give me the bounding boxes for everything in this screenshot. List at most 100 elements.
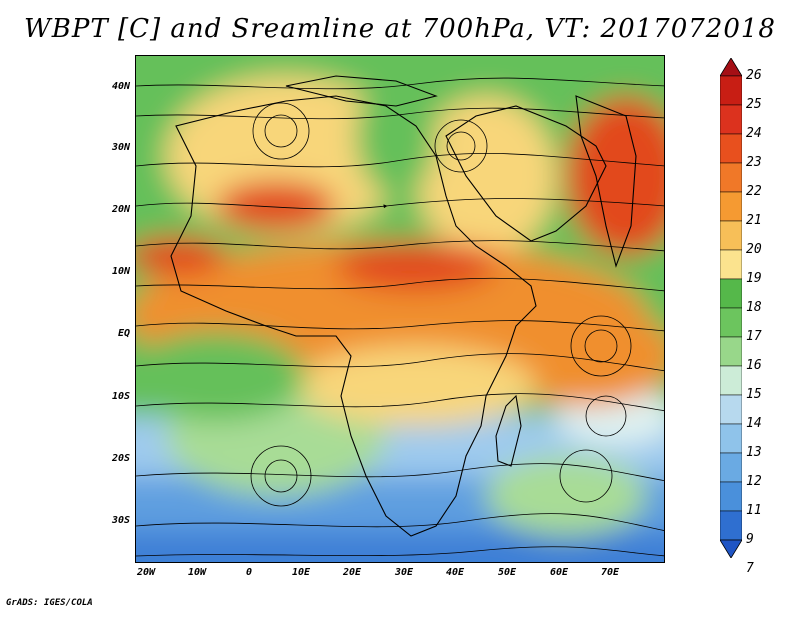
streamline xyxy=(136,77,664,90)
wbpt-shading xyxy=(136,56,664,562)
lon-label-10e: 10E xyxy=(291,567,311,578)
lat-label-eq: EQ xyxy=(117,328,130,339)
colorbar-segment xyxy=(720,481,742,512)
colorbar-label: 23 xyxy=(746,155,762,170)
map-panel xyxy=(135,55,665,563)
shade-sahel-hot xyxy=(336,241,496,291)
colorbar-label: 24 xyxy=(746,126,762,141)
vortex-southatlantic xyxy=(250,445,312,507)
streamline xyxy=(136,353,664,372)
streamline xyxy=(136,393,664,412)
colorbar-label: 22 xyxy=(746,184,762,199)
shade-gulf-green xyxy=(136,331,306,421)
colorbar-label: 15 xyxy=(746,387,762,402)
lon-label-0: 0 xyxy=(245,567,253,578)
vortex-southindian xyxy=(559,449,613,503)
vortex-io xyxy=(570,315,632,377)
lon-label-20w: 20W xyxy=(136,567,156,578)
colorbar-segment xyxy=(720,394,742,425)
colorbar-bottom-arrow xyxy=(720,539,742,558)
shade-westafrica-hot xyxy=(216,181,336,231)
arabia-coast xyxy=(445,105,607,242)
colorbar-label: 20 xyxy=(746,242,762,257)
colorbar-segment xyxy=(720,249,742,280)
streamline xyxy=(136,320,664,332)
africa-coast xyxy=(170,95,537,537)
lat-label-20n: 20N xyxy=(111,204,130,215)
lat-label-30n: 30N xyxy=(111,142,130,153)
streamline xyxy=(136,277,664,292)
colorbar-label: 13 xyxy=(746,445,762,460)
colorbar-segment xyxy=(720,162,742,193)
lon-label-30e: 30E xyxy=(394,567,414,578)
lat-label-30s: 30S xyxy=(111,515,130,526)
vortex-mascarene xyxy=(585,395,627,437)
streamline xyxy=(136,463,664,482)
shade-congo-yellow xyxy=(296,346,536,426)
colorbar-segment xyxy=(720,452,742,483)
india-coast xyxy=(575,95,637,268)
colorbar-label: 12 xyxy=(746,474,762,489)
colorbar-segment xyxy=(720,133,742,164)
colorbar-segment xyxy=(720,278,742,309)
lon-label-40e: 40E xyxy=(445,567,465,578)
lon-label-20e: 20E xyxy=(342,567,362,578)
coastlines xyxy=(170,75,637,537)
colorbar-segment xyxy=(720,423,742,454)
shade-coast-hot xyxy=(136,236,226,276)
credit-label: GrADS: IGES/COLA xyxy=(6,598,93,608)
lat-label-10n: 10N xyxy=(111,266,130,277)
lon-label-60e: 60E xyxy=(549,567,569,578)
colorbar-segment xyxy=(720,365,742,396)
madagascar-coast xyxy=(495,394,522,467)
lat-label-10s: 10S xyxy=(111,391,130,402)
colorbar-label: 19 xyxy=(746,271,762,286)
streamline xyxy=(136,152,664,168)
colorbar-label: 18 xyxy=(746,300,762,315)
shade-io-lightgreen xyxy=(486,456,646,536)
colorbar-label: 14 xyxy=(746,416,762,431)
colorbar-top-arrow xyxy=(720,58,742,77)
colorbar-label: 16 xyxy=(746,358,762,373)
vortex-arabia-inner xyxy=(446,131,476,161)
colorbar-segment xyxy=(720,75,742,106)
shade-med-green xyxy=(356,76,436,196)
lon-label-50e: 50E xyxy=(497,567,517,578)
vortex-southatlantic-inner xyxy=(264,459,298,493)
lon-label-70e: 70E xyxy=(600,567,620,578)
colorbar-segment xyxy=(720,307,742,338)
map-title: WBPT [C] and Sreamline at 700hPa, VT: 20… xyxy=(24,14,776,44)
colorbar-label: 9 xyxy=(746,532,754,547)
shade-south-darkblue xyxy=(136,531,664,562)
colorbar-label: 25 xyxy=(746,97,762,112)
colorbar-segment xyxy=(720,510,742,541)
colorbar xyxy=(720,58,742,558)
vortex-sahara xyxy=(252,102,310,160)
streamlines xyxy=(136,77,664,557)
vortex-arabia xyxy=(434,119,488,173)
colorbar-label: 11 xyxy=(746,503,762,518)
streamline xyxy=(136,240,664,252)
streamline xyxy=(136,198,664,210)
colorbar-label: 26 xyxy=(746,68,762,83)
shade-arabia-yellow xyxy=(416,96,556,256)
colorbar-label: 17 xyxy=(746,329,762,344)
colorbar-label: 7 xyxy=(746,561,754,576)
colorbar-segment xyxy=(720,336,742,367)
colorbar-segment xyxy=(720,104,742,135)
colorbar-segment xyxy=(720,220,742,251)
vortex-sahara-inner xyxy=(264,114,298,148)
lat-label-20s: 20S xyxy=(111,453,130,464)
streamline xyxy=(136,546,664,557)
lon-label-10w: 10W xyxy=(187,567,207,578)
colorbar-segment xyxy=(720,191,742,222)
shade-io-orange xyxy=(496,306,664,406)
colorbar-label: 21 xyxy=(746,213,762,228)
europe-coast xyxy=(285,75,438,107)
streamline xyxy=(136,513,664,531)
vortex-io-inner xyxy=(584,329,618,363)
lat-label-40n: 40N xyxy=(111,81,130,92)
streamline xyxy=(136,107,664,120)
shade-india-hot xyxy=(566,96,664,256)
wbpt-field-map xyxy=(136,56,664,562)
